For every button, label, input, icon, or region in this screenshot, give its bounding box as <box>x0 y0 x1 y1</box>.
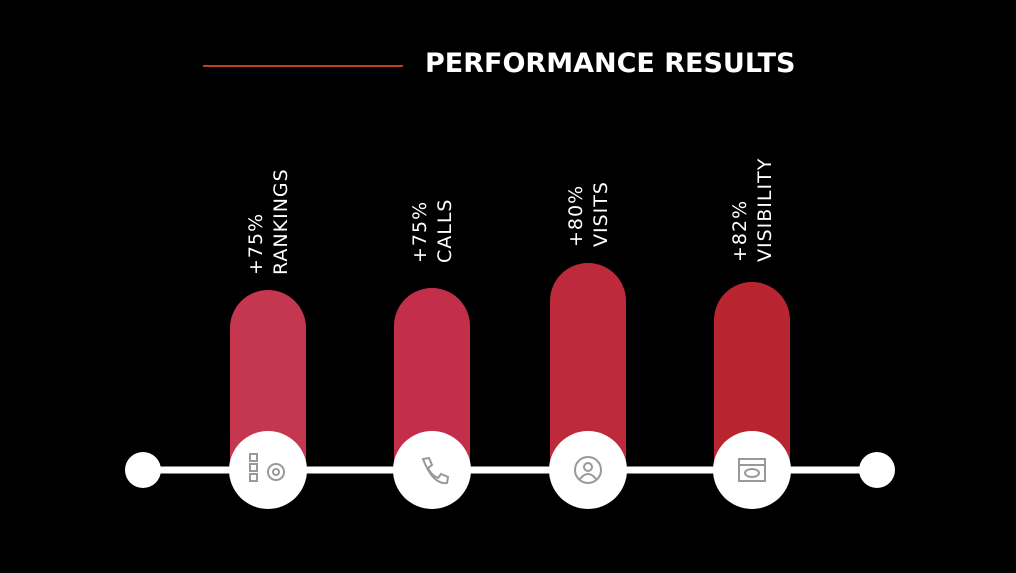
node <box>393 431 471 509</box>
icon-part <box>267 463 285 481</box>
item-label: VISIBILITY <box>754 158 776 262</box>
item-label: RANKINGS <box>270 168 292 275</box>
icon-part <box>738 458 766 482</box>
item-change: +80% <box>565 185 587 247</box>
icon <box>574 456 602 484</box>
bars: +75% RANKINGS +75% CALLS +80% VISITS +82% VISIB… <box>230 158 790 470</box>
icon-part <box>574 456 602 484</box>
item-change: +82% <box>729 200 751 262</box>
icon-part <box>249 453 258 462</box>
icon <box>738 458 766 482</box>
item-change: +75% <box>245 213 267 275</box>
timeline-end <box>125 452 161 488</box>
icon-part <box>579 473 597 480</box>
icon <box>421 456 450 485</box>
bar <box>714 282 790 470</box>
icon-part <box>744 468 760 478</box>
nodes <box>229 431 791 509</box>
bar <box>230 290 306 470</box>
icon-part <box>583 462 593 472</box>
item-change: +75% <box>409 201 431 263</box>
title: PERFORMANCE RESULTS <box>425 48 795 79</box>
timeline-end <box>859 452 895 488</box>
icon <box>249 453 285 482</box>
icon-part <box>249 473 258 482</box>
item-label: VISITS <box>590 181 612 247</box>
bar <box>550 263 626 470</box>
icon-part <box>272 468 280 476</box>
icon-part <box>421 456 450 485</box>
bar <box>394 288 470 470</box>
item-label: CALLS <box>434 199 456 264</box>
icon-part <box>249 463 258 472</box>
